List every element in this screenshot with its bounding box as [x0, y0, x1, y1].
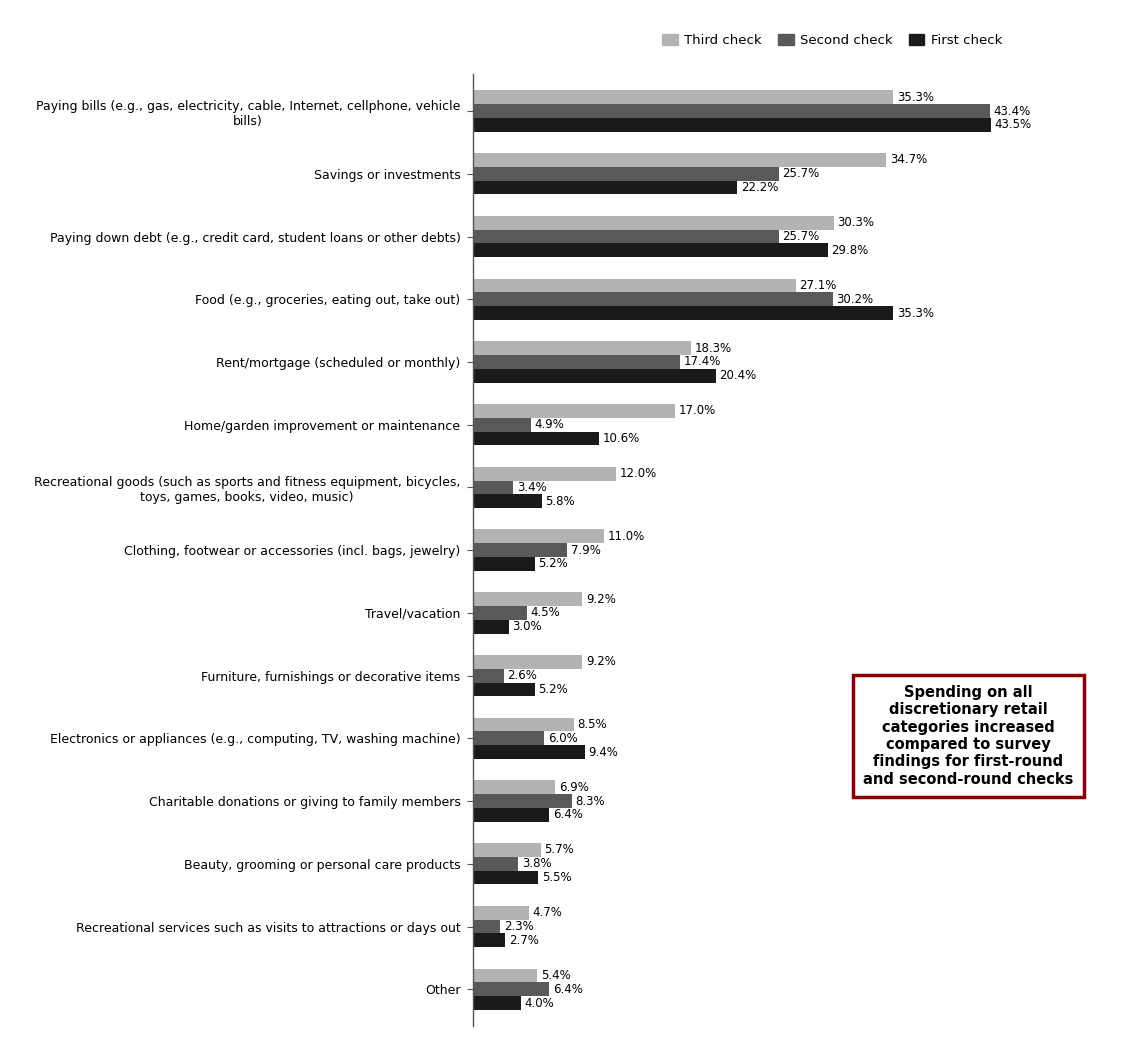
Bar [473, 104, 990, 118]
Text: 6.9%: 6.9% [558, 781, 589, 794]
Bar [473, 529, 604, 543]
Text: 17.0%: 17.0% [679, 404, 716, 418]
Bar [473, 592, 582, 606]
Bar [473, 669, 504, 682]
Bar [473, 418, 531, 432]
Text: 4.5%: 4.5% [530, 606, 560, 619]
Text: 11.0%: 11.0% [608, 530, 645, 543]
Bar [473, 997, 520, 1010]
Bar [473, 230, 779, 243]
Bar [473, 857, 518, 871]
Bar [473, 432, 599, 445]
Text: 30.3%: 30.3% [838, 216, 875, 230]
Text: 3.4%: 3.4% [517, 481, 547, 494]
Text: 3.8%: 3.8% [521, 857, 552, 871]
Text: 5.7%: 5.7% [544, 843, 574, 857]
Bar [473, 342, 691, 355]
Text: 34.7%: 34.7% [890, 153, 927, 166]
Legend: Third check, Second check, First check: Third check, Second check, First check [656, 29, 1008, 52]
Text: 7.9%: 7.9% [571, 544, 600, 557]
Bar [473, 543, 568, 558]
Text: 4.7%: 4.7% [533, 907, 562, 919]
Text: 6.0%: 6.0% [548, 732, 578, 745]
Bar [473, 480, 513, 494]
Bar [473, 404, 676, 418]
Bar [473, 467, 616, 480]
Text: 4.0%: 4.0% [524, 997, 554, 1009]
Text: 3.0%: 3.0% [512, 620, 542, 633]
Bar [473, 620, 509, 634]
Text: 12.0%: 12.0% [619, 468, 656, 480]
Text: 43.5%: 43.5% [994, 118, 1031, 131]
Text: Spending on all
discretionary retail
categories increased
compared to survey
fin: Spending on all discretionary retail cat… [864, 685, 1073, 787]
Bar [473, 369, 716, 383]
Text: 22.2%: 22.2% [741, 181, 778, 194]
Text: 35.3%: 35.3% [897, 307, 933, 320]
Text: 9.2%: 9.2% [586, 655, 616, 669]
Text: 8.3%: 8.3% [575, 795, 605, 807]
Text: 9.4%: 9.4% [589, 746, 618, 759]
Bar [473, 982, 549, 997]
Bar [473, 494, 542, 508]
Text: 9.2%: 9.2% [586, 592, 616, 605]
Text: 2.3%: 2.3% [504, 920, 534, 933]
Text: 5.8%: 5.8% [546, 495, 575, 508]
Bar [473, 216, 833, 230]
Bar [473, 808, 549, 822]
Bar [473, 682, 535, 696]
Text: 25.7%: 25.7% [783, 167, 820, 180]
Bar [473, 167, 779, 181]
Text: 43.4%: 43.4% [993, 105, 1030, 117]
Bar [473, 933, 506, 947]
Text: 8.5%: 8.5% [578, 718, 607, 731]
Text: 29.8%: 29.8% [831, 243, 868, 257]
Bar [473, 919, 500, 933]
Bar [473, 181, 738, 195]
Text: 10.6%: 10.6% [602, 432, 640, 445]
Text: 5.4%: 5.4% [540, 969, 571, 982]
Bar [473, 655, 582, 669]
Bar [473, 243, 828, 257]
Text: 17.4%: 17.4% [683, 355, 721, 368]
Bar [473, 731, 544, 745]
Bar [473, 745, 584, 759]
Text: 4.9%: 4.9% [535, 418, 565, 432]
Bar [473, 795, 572, 808]
Bar [473, 906, 529, 919]
Text: 20.4%: 20.4% [720, 369, 757, 382]
Text: 6.4%: 6.4% [553, 808, 582, 821]
Bar [473, 90, 893, 104]
Bar [473, 153, 886, 167]
Bar [473, 558, 535, 571]
Bar [473, 278, 796, 292]
Text: 5.2%: 5.2% [538, 682, 569, 696]
Text: 2.6%: 2.6% [508, 669, 537, 682]
Bar [473, 292, 832, 306]
Bar [473, 781, 555, 795]
Bar [473, 843, 540, 857]
Text: 18.3%: 18.3% [695, 342, 732, 354]
Text: 30.2%: 30.2% [837, 293, 874, 306]
Bar [473, 717, 574, 731]
Bar [473, 355, 680, 369]
Text: 27.1%: 27.1% [799, 279, 837, 292]
Text: 5.2%: 5.2% [538, 558, 569, 570]
Bar [473, 118, 991, 132]
Text: 5.5%: 5.5% [542, 871, 572, 884]
Bar [473, 306, 893, 320]
Text: 35.3%: 35.3% [897, 91, 933, 104]
Text: 25.7%: 25.7% [783, 230, 820, 243]
Bar [473, 606, 527, 620]
Text: 2.7%: 2.7% [509, 934, 538, 947]
Bar [473, 968, 537, 982]
Bar [473, 871, 538, 884]
Text: 6.4%: 6.4% [553, 983, 582, 996]
